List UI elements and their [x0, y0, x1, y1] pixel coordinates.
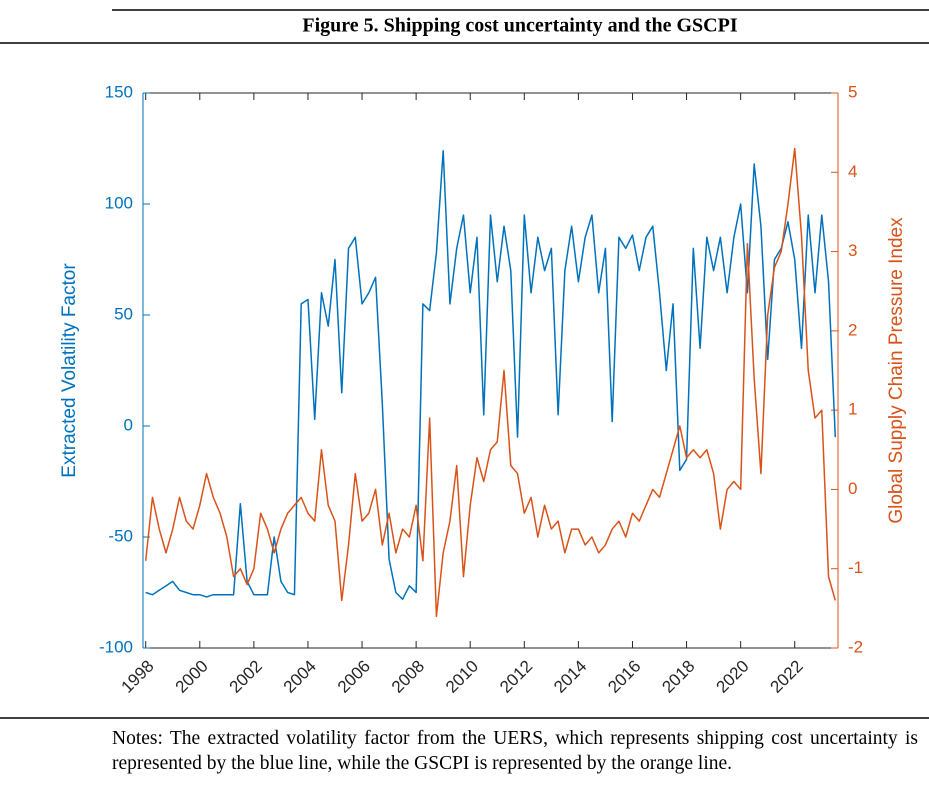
y2-tick-label: -1	[848, 558, 863, 577]
notes: Notes: The extracted volatility factor f…	[112, 728, 918, 774]
x-tick-label: 2006	[334, 657, 374, 697]
x-tick-label: 2000	[172, 657, 212, 697]
y2-tick-label: 5	[848, 82, 857, 101]
x-tick-label: 2016	[604, 657, 644, 697]
x-tick-label: 2008	[388, 657, 428, 697]
x-tick-label: 2018	[658, 657, 698, 697]
y2-axis-label: Global Supply Chain Pressure Index	[886, 217, 907, 524]
y-axis-label: Extracted Volatility Factor	[59, 263, 80, 478]
x-tick-label: 2010	[442, 657, 482, 697]
x-tick-label: 2022	[767, 657, 807, 697]
chart-title: Figure 5. Shipping cost uncertainty and …	[302, 15, 737, 37]
y-tick-label: 100	[105, 193, 133, 212]
x-tick-label: 2014	[550, 657, 590, 697]
x-tick-label: 2012	[496, 657, 536, 697]
y2-tick-label: 1	[848, 400, 857, 419]
series-line	[145, 149, 837, 600]
x-tick-label: 2020	[712, 657, 752, 697]
y-tick-label: -50	[108, 526, 133, 545]
y2-tick-label: 4	[848, 162, 857, 181]
y-tick-label: 50	[114, 304, 133, 323]
y2-tick-label: 0	[848, 479, 857, 498]
x-tick-label: 2004	[280, 657, 320, 697]
x-tick-label: 2002	[226, 657, 266, 697]
x-tick-label: 1998	[118, 657, 158, 697]
y2-tick-label: -2	[848, 637, 863, 656]
chart: Figure 5. Shipping cost uncertainty and …	[0, 9, 929, 719]
y2-tick-label: 3	[848, 241, 857, 260]
y-tick-label: 0	[124, 415, 133, 434]
y-tick-label: -100	[99, 637, 133, 656]
y-tick-label: 150	[105, 82, 133, 101]
y2-tick-label: 2	[848, 320, 857, 339]
series-line	[144, 147, 837, 618]
